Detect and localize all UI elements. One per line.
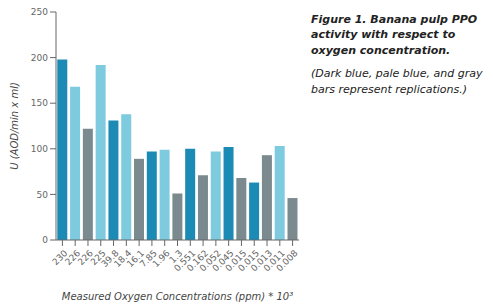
svg-text:250: 250: [31, 7, 48, 17]
svg-text:0: 0: [42, 235, 48, 245]
svg-text:226: 226: [75, 248, 95, 268]
svg-text:0.551: 0.551: [172, 248, 198, 274]
svg-text:0.008: 0.008: [274, 248, 299, 273]
svg-text:Measured Oxygen Concentrations: Measured Oxygen Concentrations (ppm) * 1…: [62, 291, 293, 302]
svg-text:0.052: 0.052: [197, 248, 223, 274]
svg-text:0.013: 0.013: [248, 248, 275, 274]
svg-text:230: 230: [50, 248, 70, 268]
svg-text:0.015: 0.015: [223, 248, 249, 274]
svg-text:39.8: 39.8: [99, 248, 121, 270]
svg-text:16.1: 16.1: [125, 248, 147, 270]
svg-text:1.3: 1.3: [167, 248, 185, 266]
svg-text:50: 50: [37, 190, 49, 200]
svg-text:U (AOD/min x ml): U (AOD/min x ml): [9, 82, 20, 170]
svg-text:18.4: 18.4: [112, 248, 134, 270]
svg-text:0.162: 0.162: [184, 248, 211, 274]
svg-text:0.045: 0.045: [210, 248, 236, 274]
svg-text:225: 225: [88, 248, 108, 268]
svg-text:1.96: 1.96: [150, 248, 172, 270]
svg-text:226: 226: [63, 248, 83, 268]
html-text:Figure 1. Banana pulp PPO acti: Figure 1. Banana pulp PPO activity with …: [311, 13, 478, 57]
svg-text:0.011: 0.011: [261, 248, 287, 274]
svg-text:150: 150: [31, 98, 48, 108]
html-text:(Dark blue, pale blue, and gra: (Dark blue, pale blue, and gray bars rep…: [311, 67, 483, 96]
svg-text:200: 200: [31, 53, 48, 63]
svg-text:100: 100: [31, 144, 48, 154]
svg-text:7.85: 7.85: [137, 248, 159, 270]
